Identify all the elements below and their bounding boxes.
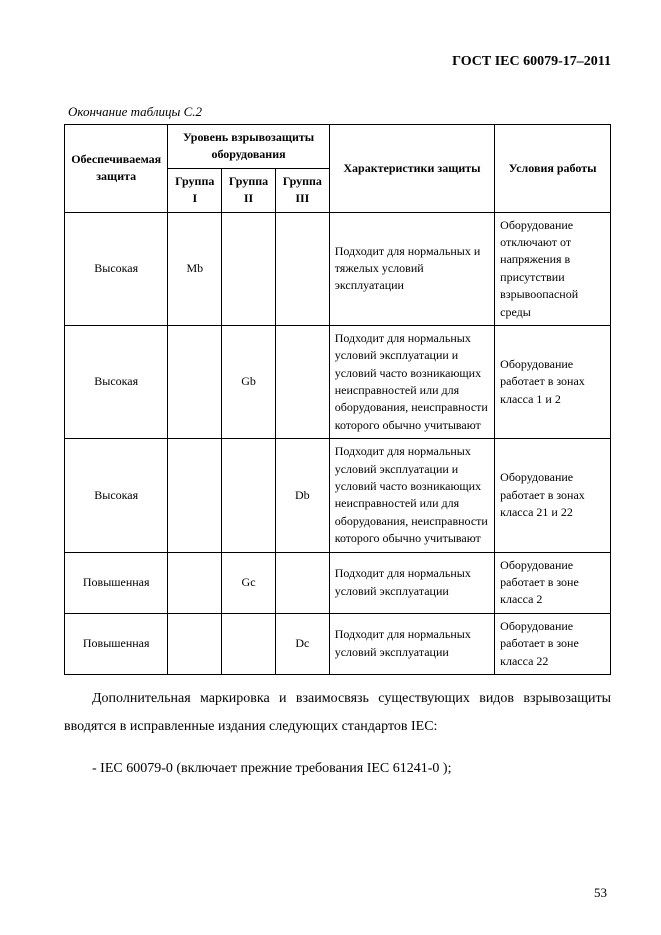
cell-g3: Dc: [275, 613, 329, 674]
cell-protection: Высокая: [65, 439, 168, 552]
cell-char: Подходит для нормальных условий эксплуат…: [329, 325, 494, 438]
cell-g3: [275, 552, 329, 613]
cell-g1: [168, 613, 222, 674]
cell-cond: Оборудование работает в зоне класса 2: [495, 552, 611, 613]
table-row: Высокая Db Подходит для нормальных услов…: [65, 439, 611, 552]
cell-cond: Оборудование работает в зонах класса 1 и…: [495, 325, 611, 438]
table-row: Высокая Mb Подходит для нормальных и тяж…: [65, 212, 611, 325]
cell-g2: [222, 613, 276, 674]
cell-cond: Оборудование отключают от напряжения в п…: [495, 212, 611, 325]
th-characteristics: Характеристики защиты: [329, 125, 494, 213]
th-g3: Группа III: [275, 168, 329, 212]
table-row: Повышенная Dc Подходит для нормальных ус…: [65, 613, 611, 674]
cell-g1: Mb: [168, 212, 222, 325]
table-row: Высокая Gb Подходит для нормальных услов…: [65, 325, 611, 438]
table-row: Повышенная Gc Подходит для нормальных ус…: [65, 552, 611, 613]
table-c2: Обеспечиваемая защита Уровень взрывозащи…: [64, 124, 611, 675]
cell-protection: Повышенная: [65, 552, 168, 613]
cell-char: Подходит для нормальных и тяжелых услови…: [329, 212, 494, 325]
cell-cond: Оборудование работает в зонах класса 21 …: [495, 439, 611, 552]
cell-g1: [168, 439, 222, 552]
table-header-row: Обеспечиваемая защита Уровень взрывозащи…: [65, 125, 611, 169]
cell-protection: Высокая: [65, 212, 168, 325]
table-caption: Окончание таблицы С.2: [68, 104, 611, 120]
cell-g2: [222, 439, 276, 552]
cell-protection: Высокая: [65, 325, 168, 438]
th-conditions: Условия работы: [495, 125, 611, 213]
cell-g3: [275, 325, 329, 438]
th-protection: Обеспечиваемая защита: [65, 125, 168, 213]
th-g2: Группа II: [222, 168, 276, 212]
cell-g1: [168, 325, 222, 438]
cell-char: Подходит для нормальных условий эксплуат…: [329, 613, 494, 674]
cell-g2: [222, 212, 276, 325]
cell-cond: Оборудование работает в зоне класса 22: [495, 613, 611, 674]
page-number: 53: [594, 885, 607, 901]
th-group: Уровень взрывозащиты оборудования: [168, 125, 329, 169]
cell-g3: Db: [275, 439, 329, 552]
cell-char: Подходит для нормальных условий эксплуат…: [329, 439, 494, 552]
cell-char: Подходит для нормальных условий эксплуат…: [329, 552, 494, 613]
cell-protection: Повышенная: [65, 613, 168, 674]
list-item: - IEC 60079-0 (включает прежние требован…: [64, 755, 611, 783]
cell-g1: [168, 552, 222, 613]
cell-g3: [275, 212, 329, 325]
document-id: ГОСТ IEC 60079-17–2011: [64, 54, 611, 70]
paragraph: Дополнительная маркировка и взаимосвязь …: [64, 685, 611, 741]
cell-g2: Gb: [222, 325, 276, 438]
cell-g2: Gc: [222, 552, 276, 613]
th-g1: Группа I: [168, 168, 222, 212]
